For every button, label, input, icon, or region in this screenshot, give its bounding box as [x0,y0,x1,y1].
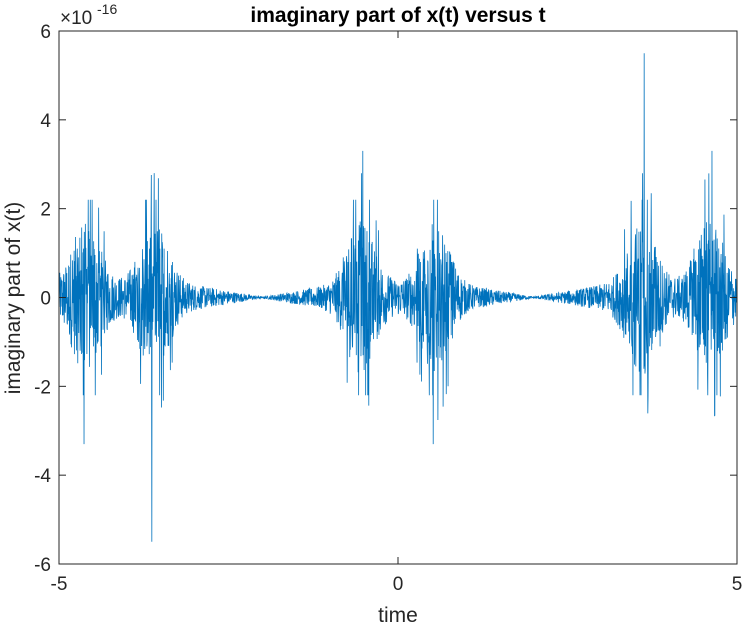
chart-title: imaginary part of x(t) versus t [250,4,545,27]
x-tick-label: 0 [393,574,404,595]
y-tick-label: 0 [40,289,51,310]
y-tick-label: -4 [34,466,51,487]
axis-ticks: -5 0 5 -6 -4 -2 0 2 4 6 [34,22,742,595]
y-exponent-base: ×10 [60,8,92,29]
x-axis-label: time [378,604,418,627]
y-tick-label: -2 [34,377,51,398]
signal-line [58,53,738,542]
y-exponent-power: -16 [97,1,117,17]
signal-series [58,53,738,542]
plot-area: -5 0 5 -6 -4 -2 0 2 4 6 [34,22,742,595]
y-axis-label: imaginary part of x(t) [2,202,25,395]
y-tick-label: 2 [40,200,51,221]
y-tick-label: -6 [34,555,51,576]
y-exponent: ×10 -16 [60,1,117,29]
x-tick-label: -5 [51,574,68,595]
y-tick-label: 6 [40,22,51,43]
y-tick-label: 4 [40,111,51,132]
x-tick-label: 5 [732,574,743,595]
